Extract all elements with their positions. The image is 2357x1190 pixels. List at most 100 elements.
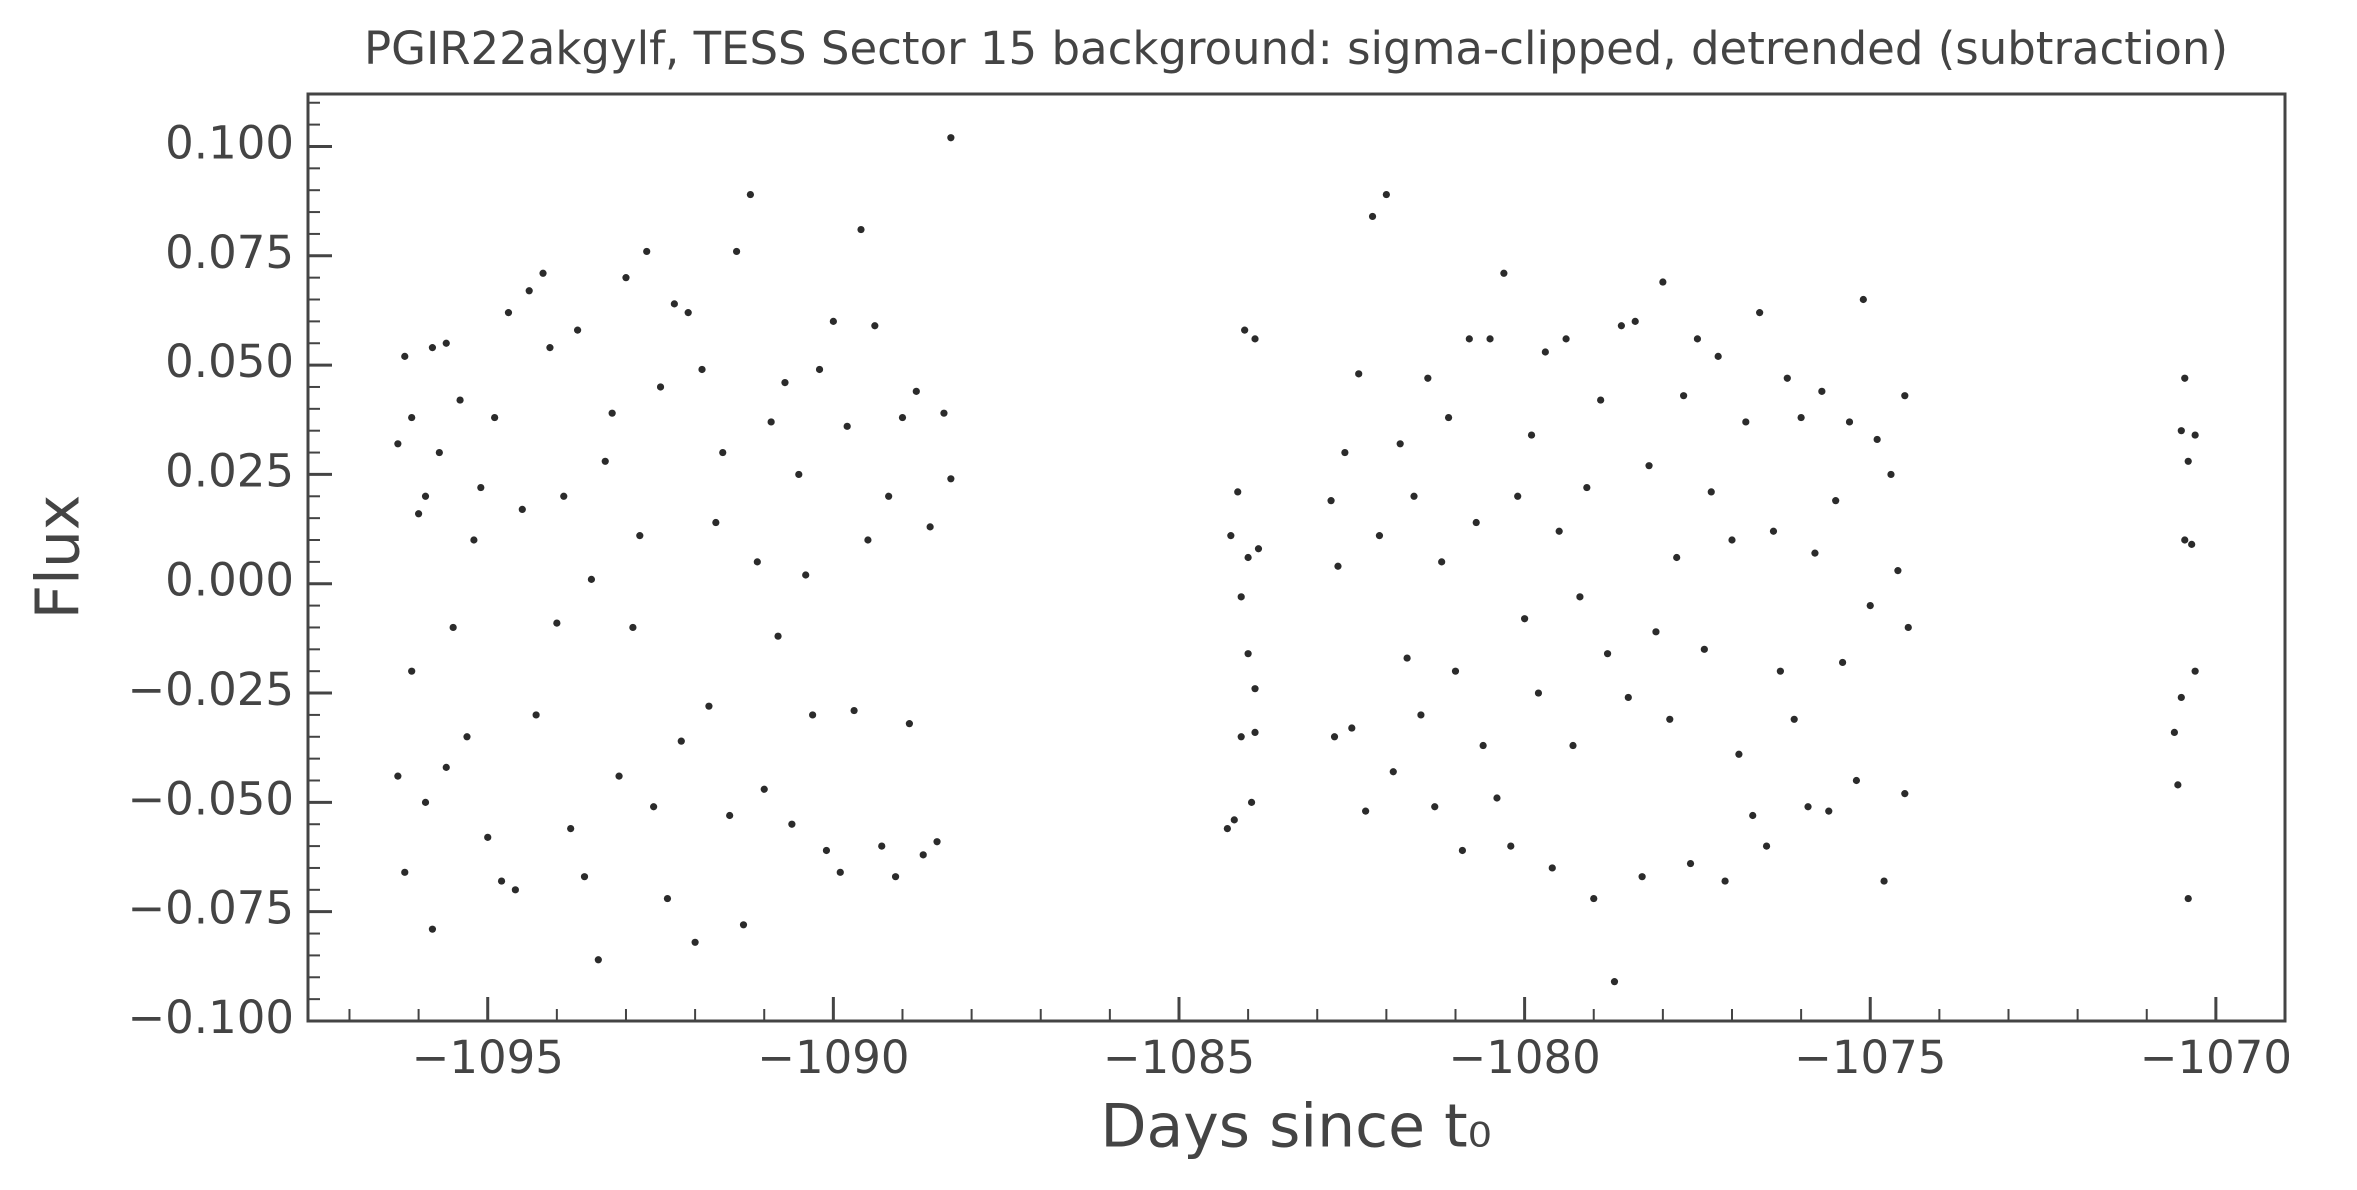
data-point (1603, 650, 1612, 658)
data-point (1327, 497, 1335, 505)
data-point (1493, 794, 1501, 802)
data-point (905, 720, 913, 728)
data-point (1507, 842, 1515, 850)
data-point (822, 846, 831, 855)
data-point (1438, 558, 1446, 566)
y-tick-label: −0.050 (127, 772, 294, 825)
data-point (532, 711, 540, 719)
data-point (650, 803, 658, 811)
data-point (394, 772, 402, 780)
data-point (1396, 440, 1404, 448)
data-point (926, 523, 934, 531)
data-point (1904, 623, 1912, 632)
y-tick-label: −0.100 (127, 991, 294, 1044)
x-tick-label: −1080 (1448, 1031, 1600, 1084)
data-point (1659, 278, 1667, 286)
data-point (850, 706, 858, 715)
x-tick-label: −1095 (412, 1031, 564, 1084)
data-point (1769, 527, 1778, 535)
data-point (622, 274, 630, 282)
data-point (484, 833, 492, 841)
data-point (1590, 894, 1598, 903)
data-point (463, 733, 471, 741)
data-point (1700, 645, 1708, 653)
data-point (885, 492, 893, 500)
data-point (1534, 689, 1543, 697)
data-point (477, 483, 485, 492)
data-point (1479, 741, 1487, 750)
data-point (1721, 877, 1729, 885)
data-point (1230, 816, 1238, 824)
data-point (2170, 728, 2178, 737)
data-point (449, 623, 457, 632)
data-point (580, 873, 589, 881)
data-point (712, 518, 720, 527)
data-point (428, 925, 437, 933)
data-point (1389, 768, 1397, 776)
data-point (1680, 392, 1688, 400)
y-tick-label: 0.100 (165, 116, 294, 169)
data-point (1403, 654, 1411, 662)
data-point (781, 378, 789, 387)
data-point (1417, 711, 1425, 719)
data-point (677, 737, 685, 745)
data-point (1458, 846, 1467, 855)
data-point (1645, 462, 1653, 470)
data-point (408, 413, 416, 422)
data-point (726, 811, 734, 820)
data-point (560, 492, 568, 500)
data-point (898, 413, 907, 422)
x-axis-label: Days since t₀ (1100, 1092, 1491, 1162)
data-point (567, 825, 575, 833)
data-point (1382, 190, 1390, 199)
data-point (1569, 741, 1577, 750)
plot-frame (306, 92, 2287, 1023)
data-point (1838, 658, 1847, 667)
data-point (435, 448, 443, 457)
data-point (525, 287, 533, 295)
data-point (1624, 693, 1632, 702)
data-point (656, 383, 665, 391)
data-point (1576, 593, 1584, 601)
data-point (933, 838, 941, 846)
data-point (1686, 859, 1695, 868)
data-point (795, 470, 803, 479)
data-point (428, 344, 437, 352)
data-point (1901, 392, 1909, 400)
data-point (774, 632, 782, 640)
data-point (491, 413, 499, 422)
data-point (2174, 781, 2182, 789)
data-point (421, 492, 430, 500)
data-point (947, 134, 955, 142)
data-point (573, 326, 582, 334)
data-point (1742, 418, 1750, 426)
data-point (1617, 322, 1625, 330)
data-point (2177, 693, 2185, 702)
data-point (601, 457, 609, 465)
chart-title: PGIR22akgylf, TESS Sector 15 background:… (364, 22, 2228, 75)
data-point (1237, 733, 1245, 741)
data-point (1901, 790, 1909, 798)
data-point (705, 702, 713, 710)
data-point (843, 422, 851, 430)
data-point (608, 409, 616, 417)
data-point (470, 536, 478, 544)
data-point (401, 352, 409, 360)
data-point (788, 820, 796, 828)
data-point (518, 505, 526, 514)
data-point (912, 387, 920, 395)
x-tick-label: −1090 (757, 1031, 909, 1084)
data-point (1227, 532, 1235, 540)
data-point (739, 921, 748, 929)
data-point (1234, 488, 1242, 496)
data-point (1790, 715, 1798, 723)
data-point (594, 956, 602, 964)
x-tick-label: −1075 (1794, 1031, 1946, 1084)
data-point (1465, 335, 1473, 343)
data-point (1521, 615, 1529, 623)
data-point (2177, 427, 2185, 435)
data-point (1251, 335, 1259, 343)
data-point (643, 247, 651, 256)
data-point (1652, 628, 1660, 636)
data-point (1762, 842, 1771, 850)
